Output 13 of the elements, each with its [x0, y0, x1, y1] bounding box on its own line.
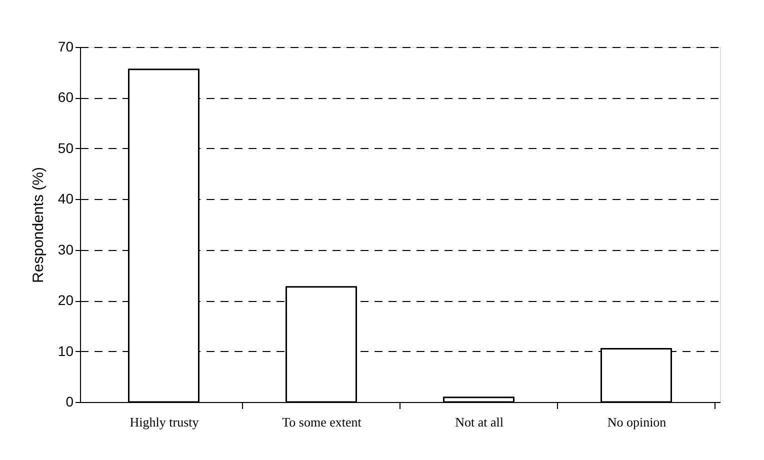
y-axis-title: Respondents (%)	[30, 167, 47, 283]
x-tick-label: To some extent	[282, 414, 362, 430]
y-tick-label: 70	[58, 38, 74, 54]
x-tick-label: No opinion	[607, 414, 667, 430]
y-tick-label: 30	[58, 241, 74, 258]
y-tick-label: 60	[58, 89, 74, 106]
y-tick-label: 50	[58, 140, 74, 156]
x-tick-label: Highly trusty	[130, 414, 200, 430]
y-tick-label: 10	[58, 342, 74, 359]
y-tick-label: 40	[58, 190, 74, 207]
y-tick-label: 20	[58, 292, 74, 308]
y-tick-label: 0	[66, 394, 74, 410]
x-tick-label: Not at all	[455, 414, 504, 430]
